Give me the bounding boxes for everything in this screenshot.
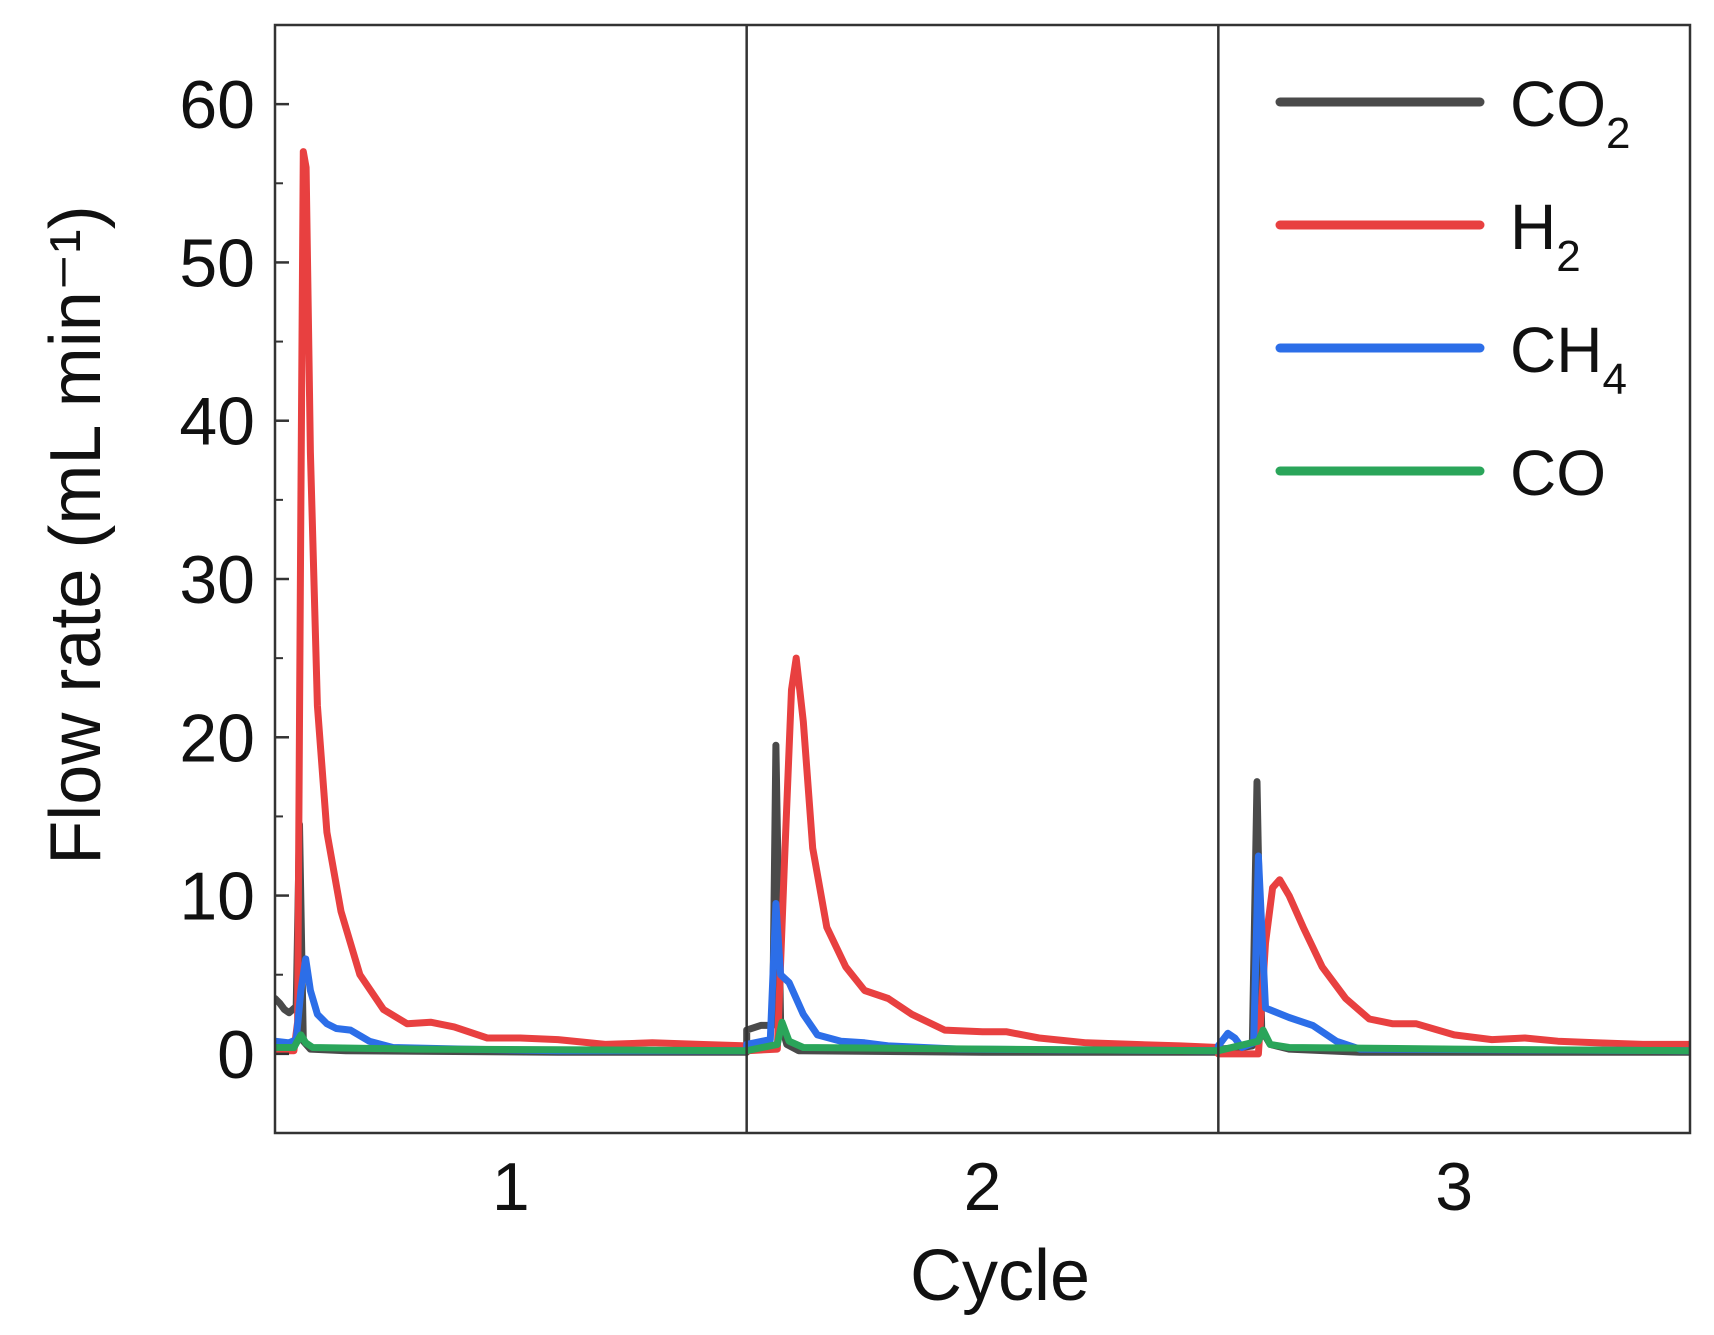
series-line-co2 bbox=[275, 741, 1690, 1056]
legend-label-co: CO bbox=[1510, 437, 1606, 509]
y-tick-label-30: 30 bbox=[179, 542, 255, 618]
series-line-ch4 bbox=[275, 852, 1690, 1055]
x-tick-label-1: 1 bbox=[492, 1149, 530, 1225]
plot-frame bbox=[273, 23, 1692, 1135]
plot-layer bbox=[275, 148, 1690, 1058]
axes-layer: 0 10 20 30 40 50 60 1 2 3 bbox=[179, 23, 1692, 1225]
y-tick-label-10: 10 bbox=[179, 859, 255, 935]
y-axis-title: Flow rate (mL min⁻¹) bbox=[36, 205, 116, 864]
series-line-co bbox=[275, 1018, 1690, 1055]
legend-label-co2: CO2 bbox=[1510, 68, 1630, 158]
y-tick-label-0: 0 bbox=[217, 1017, 255, 1093]
y-tick-label-40: 40 bbox=[179, 384, 255, 460]
legend: CO2 H2 CH4 CO bbox=[1275, 68, 1630, 509]
legend-label-h2: H2 bbox=[1510, 191, 1581, 281]
y-tick-label-60: 60 bbox=[179, 67, 255, 143]
x-tick-label-3: 3 bbox=[1435, 1149, 1473, 1225]
y-tick-label-50: 50 bbox=[179, 225, 255, 301]
y-tick-label-20: 20 bbox=[179, 700, 255, 776]
series-line-h2 bbox=[275, 148, 1690, 1058]
x-axis-title: Cycle bbox=[910, 1236, 1090, 1316]
legend-label-ch4: CH4 bbox=[1510, 314, 1627, 404]
x-tick-label-2: 2 bbox=[964, 1149, 1002, 1225]
